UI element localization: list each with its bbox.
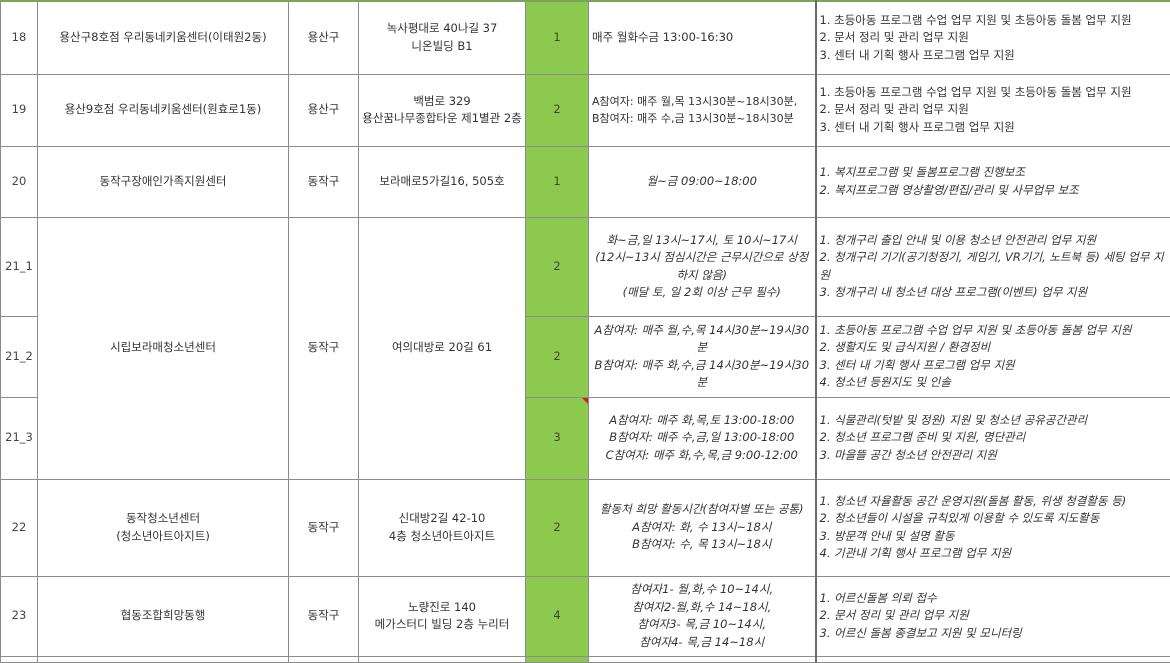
empty-cell — [589, 656, 816, 662]
address-cell[interactable]: 녹사평대로 40나길 37 니온빌딩 B1 — [359, 1, 526, 74]
empty-cell — [38, 656, 289, 662]
row-number-cell[interactable]: 20 — [1, 146, 38, 217]
center-name-cell[interactable]: 용산9호점 우리동네키움센터(원효로1동) — [38, 74, 289, 146]
count-cell[interactable]: 1 — [526, 146, 589, 217]
row-number-cell[interactable]: 18 — [1, 1, 38, 74]
district-cell[interactable]: 동작구 — [289, 479, 359, 576]
schedule-cell[interactable]: A참여자: 매주 월,목 13시30분~18시30분, B참여자: 매주 수,금… — [589, 74, 816, 146]
district-cell[interactable]: 용산구 — [289, 74, 359, 146]
comment-indicator-icon[interactable] — [582, 398, 588, 404]
row-number-cell[interactable]: 23 — [1, 576, 38, 656]
center-name-cell[interactable]: 동작청소년센터 (청소년아트아지트) — [38, 479, 289, 576]
schedule-cell[interactable]: 참여자1- 월,화,수 10~14시, 참여자2-월,화,수 14~18시, 참… — [589, 576, 816, 656]
empty-cell — [816, 656, 1170, 662]
schedule-cell[interactable]: A참여자: 매주 월,수,목 14시30분~19시30분 B참여자: 매주 화,… — [589, 316, 816, 397]
table-row: 21_1 시립보라매청소년센터 동작구 여의대방로 20길 61 2 화~금,일… — [1, 217, 1170, 316]
address-cell[interactable]: 백범로 329 용산꿈나무종합타운 제1별관 2층 — [359, 74, 526, 146]
district-cell[interactable]: 동작구 — [289, 146, 359, 217]
duties-cell[interactable]: 1. 복지프로그램 및 돌봄프로그램 진행보조 2. 복지프로그램 영상촬영/편… — [816, 146, 1170, 217]
count-cell[interactable]: 2 — [526, 479, 589, 576]
empty-cell — [289, 656, 359, 662]
count-value: 3 — [553, 430, 560, 444]
duties-cell[interactable]: 1. 초등아동 프로그램 수업 업무 지원 및 초등아동 돌봄 업무 지원 2.… — [816, 1, 1170, 74]
schedule-cell[interactable]: A참여자: 매주 화,목,토 13:00-18:00 B참여자: 매주 수,금,… — [589, 397, 816, 479]
duties-cell[interactable]: 1. 청소년 자율활동 공간 운영지원(돌봄 활동, 위생 청결활동 등) 2.… — [816, 479, 1170, 576]
district-cell[interactable]: 용산구 — [289, 1, 359, 74]
schedule-cell[interactable]: 활동처 희망 활동시간(참여자별 또는 공통) A참여자: 화, 수 13시~1… — [589, 479, 816, 576]
count-cell[interactable]: 1 — [526, 1, 589, 74]
center-name-cell[interactable]: 용산구8호점 우리동네키움센터(이태원2동) — [38, 1, 289, 74]
duties-cell[interactable]: 1. 식물관리(텃밭 및 정원) 지원 및 청소년 공유공간관리 2. 청소년 … — [816, 397, 1170, 479]
count-cell[interactable]: 2 — [526, 316, 589, 397]
count-cell[interactable]: 2 — [526, 74, 589, 146]
empty-cell — [1, 656, 38, 662]
center-name-cell[interactable]: 시립보라매청소년센터 — [38, 217, 289, 479]
duties-cell[interactable]: 1. 초등아동 프로그램 수업 업무 지원 및 초등아동 돌봄 업무 지원 2.… — [816, 316, 1170, 397]
count-cell[interactable]: 3 — [526, 397, 589, 479]
table-row: 18 용산구8호점 우리동네키움센터(이태원2동) 용산구 녹사평대로 40나길… — [1, 1, 1170, 74]
row-number-cell[interactable]: 22 — [1, 479, 38, 576]
schedule-cell[interactable]: 화~금,일 13시~17시, 토 10시~17시 (12시~13시 점심시간은 … — [589, 217, 816, 316]
schedule-cell[interactable]: 월~금 09:00~18:00 — [589, 146, 816, 217]
address-cell[interactable]: 노량진로 140 메가스터디 빌딩 2층 누리터 — [359, 576, 526, 656]
empty-cell — [359, 656, 526, 662]
duties-cell[interactable]: 1. 초등아동 프로그램 수업 업무 지원 및 초등아동 돌봄 업무 지원 2.… — [816, 74, 1170, 146]
duties-cell[interactable]: 1. 어르신돌봄 의뢰 접수 2. 문서 정리 및 관리 업무 지원 3. 어르… — [816, 576, 1170, 656]
duties-cell[interactable]: 1. 청개구리 출입 안내 및 이용 청소년 안전관리 업무 지원 2. 청개구… — [816, 217, 1170, 316]
center-name-cell[interactable]: 동작구장애인가족지원센터 — [38, 146, 289, 217]
table-row: 23 협동조합희망동행 동작구 노량진로 140 메가스터디 빌딩 2층 누리터… — [1, 576, 1170, 656]
table-row-partial — [1, 656, 1170, 662]
row-number-cell[interactable]: 21_1 — [1, 217, 38, 316]
count-cell[interactable]: 4 — [526, 576, 589, 656]
schedule-cell[interactable]: 매주 월화수금 13:00-16:30 — [589, 1, 816, 74]
table-row: 22 동작청소년센터 (청소년아트아지트) 동작구 신대방2길 42-10 4층… — [1, 479, 1170, 576]
address-cell[interactable]: 여의대방로 20길 61 — [359, 217, 526, 479]
address-cell[interactable]: 신대방2길 42-10 4층 청소년아트아지트 — [359, 479, 526, 576]
table-row: 19 용산9호점 우리동네키움센터(원효로1동) 용산구 백범로 329 용산꿈… — [1, 74, 1170, 146]
empty-cell — [526, 656, 589, 662]
district-cell[interactable]: 동작구 — [289, 576, 359, 656]
row-number-cell[interactable]: 21_2 — [1, 316, 38, 397]
address-cell[interactable]: 보라매로5가길16, 505호 — [359, 146, 526, 217]
table-row: 20 동작구장애인가족지원센터 동작구 보라매로5가길16, 505호 1 월~… — [1, 146, 1170, 217]
district-cell[interactable]: 동작구 — [289, 217, 359, 479]
row-number-cell[interactable]: 21_3 — [1, 397, 38, 479]
count-cell[interactable]: 2 — [526, 217, 589, 316]
row-number-cell[interactable]: 19 — [1, 74, 38, 146]
center-name-cell[interactable]: 협동조합희망동행 — [38, 576, 289, 656]
